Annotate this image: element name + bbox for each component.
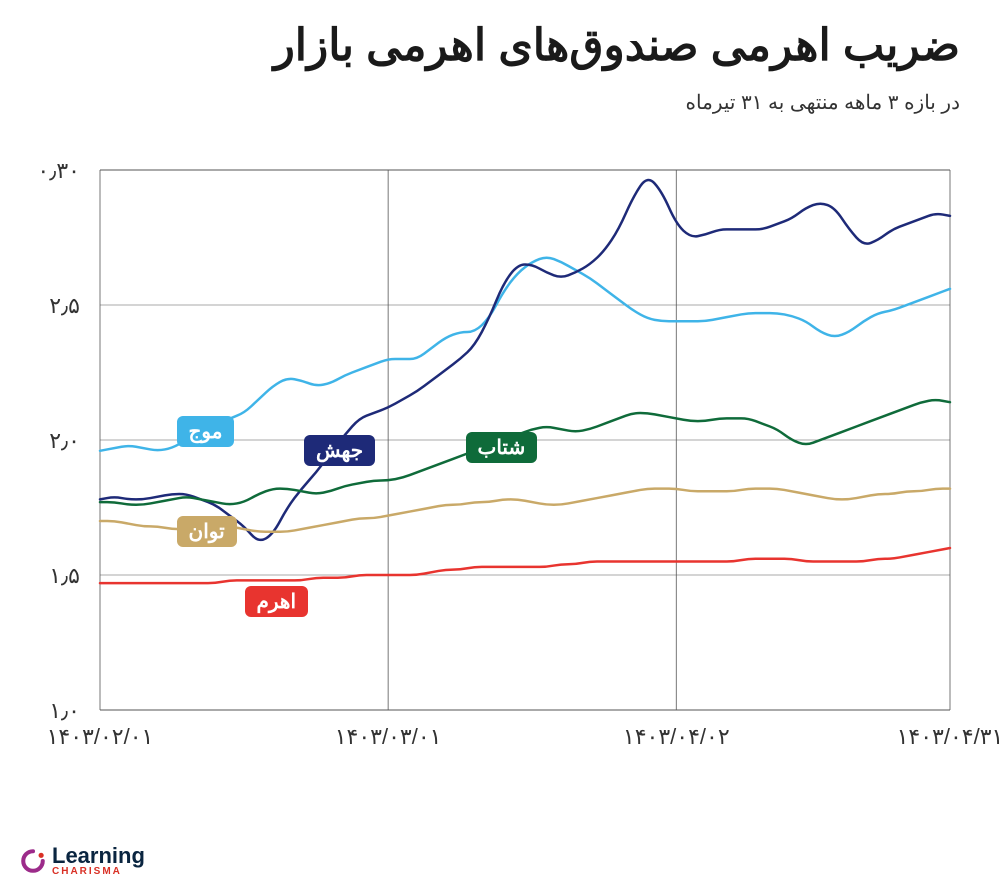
x-tick-label: ۱۴۰۳/۰۴/۰۲ [616, 724, 736, 750]
y-tick-label: ۲٫۰ [20, 428, 80, 454]
series-label-توان: توان [177, 516, 237, 547]
chart-subtitle: در بازه ۳ ماهه منتهی به ۳۱ تیرماه [686, 90, 960, 115]
series-label-جهش: جهش [304, 435, 375, 466]
series-label-موج: موج [177, 416, 235, 447]
x-tick-label: ۱۴۰۳/۰۳/۰۱ [328, 724, 448, 750]
x-tick-label: ۱۴۰۳/۰۴/۳۱ [890, 724, 1000, 750]
logo-main-text: Learning [52, 845, 145, 867]
series-label-اهرم: اهرم [245, 586, 309, 617]
y-tick-label: ۰٫۳۰ [20, 158, 80, 184]
brand-logo: Learning CHARISMA [20, 845, 145, 877]
y-tick-label: ۲٫۵ [20, 293, 80, 319]
y-tick-label: ۱٫۵ [20, 563, 80, 589]
logo-sub-text: CHARISMA [52, 867, 145, 877]
x-tick-label: ۱۴۰۳/۰۲/۰۱ [40, 724, 160, 750]
y-tick-label: ۱٫۰ [20, 698, 80, 724]
chart-title: ضریب اهرمی صندوق‌های اهرمی بازار [274, 20, 960, 71]
series-label-شتاب: شتاب [466, 432, 538, 463]
logo-icon [20, 848, 46, 874]
